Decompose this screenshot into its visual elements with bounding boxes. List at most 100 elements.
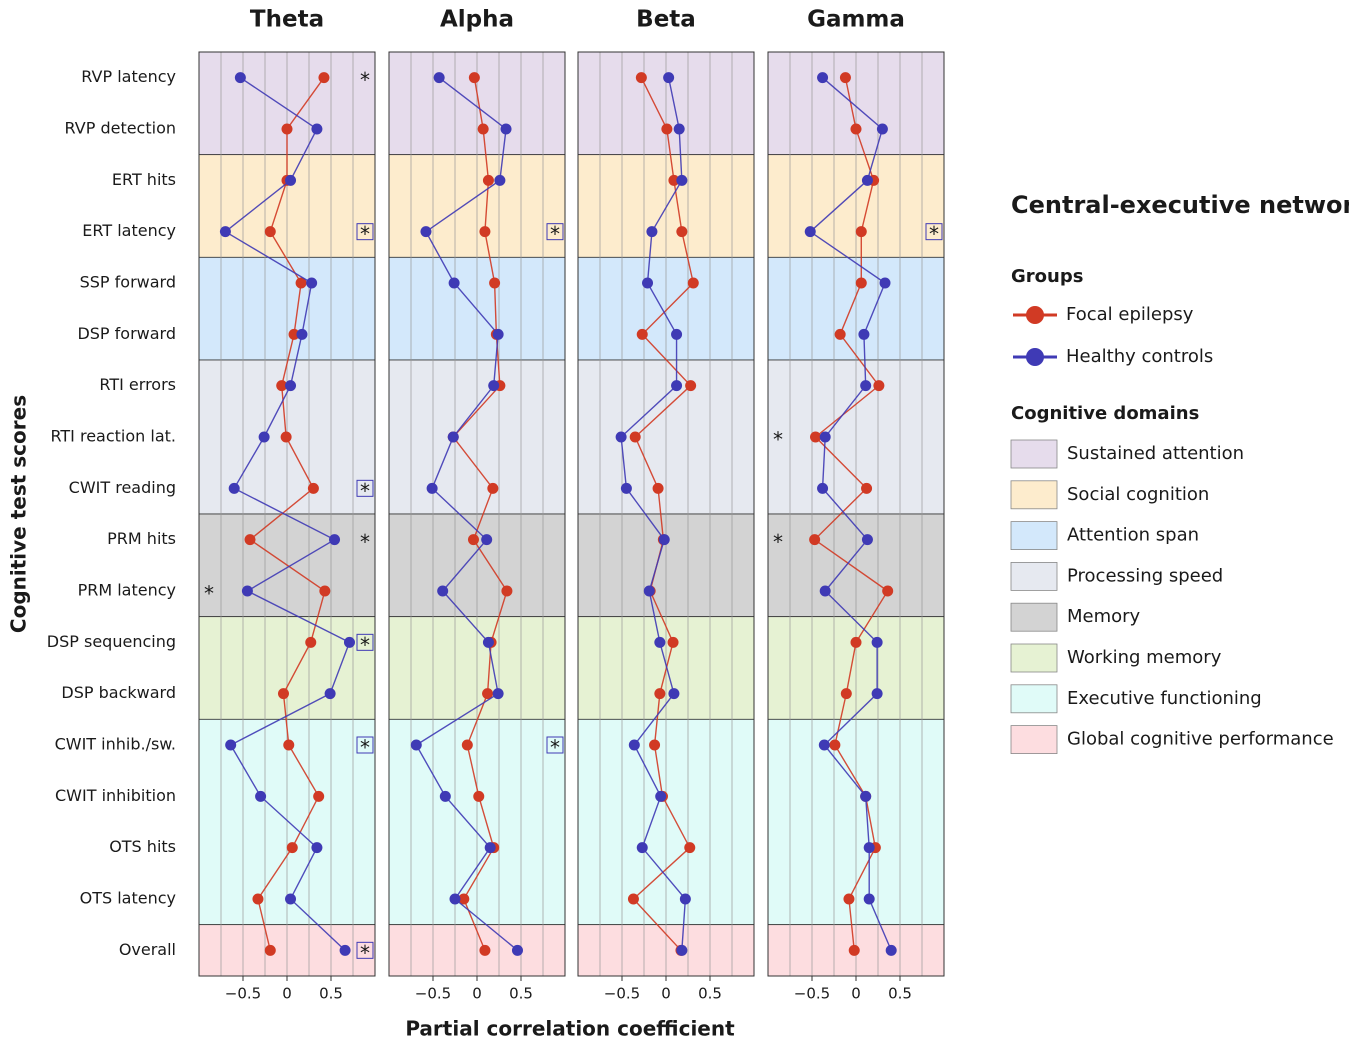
data-point [461, 739, 473, 751]
significance-box [356, 633, 374, 651]
data-point [306, 277, 318, 289]
data-point [307, 482, 319, 494]
data-point [635, 72, 647, 84]
category-label: Overall [119, 940, 176, 959]
legend-marker [1026, 306, 1044, 324]
data-point [668, 688, 680, 700]
x-tick-label: 0 [851, 985, 861, 1003]
data-point [652, 482, 664, 494]
data-point [311, 842, 323, 854]
data-point [484, 842, 496, 854]
data-point [684, 842, 696, 854]
data-point [410, 739, 422, 751]
significance-box [356, 736, 374, 754]
data-point [636, 328, 648, 340]
legend-label: Global cognitive performance [1067, 729, 1334, 750]
data-point [228, 482, 240, 494]
series-line [224, 77, 351, 951]
data-point [855, 226, 867, 238]
data-point [458, 893, 470, 905]
data-point [876, 123, 888, 135]
significance-mark: * [550, 736, 560, 760]
data-point [500, 123, 512, 135]
data-point [285, 380, 297, 392]
category-label: OTS hits [109, 837, 176, 856]
legend-swatch [1010, 521, 1058, 550]
data-point [255, 790, 267, 802]
x-tick-label: 0.5 [888, 985, 912, 1003]
data-point [685, 380, 697, 392]
data-point [819, 585, 831, 597]
data-point [860, 790, 872, 802]
data-point [819, 431, 831, 443]
data-point [449, 893, 461, 905]
data-point [296, 328, 308, 340]
data-point [286, 842, 298, 854]
significance-mark: * [360, 941, 370, 965]
data-point [620, 482, 632, 494]
legend-label: Executive functioning [1067, 688, 1262, 709]
category-label: DSP sequencing [47, 632, 176, 651]
data-point [646, 226, 658, 238]
significance-box [546, 223, 564, 241]
data-point [668, 174, 680, 186]
data-point [858, 328, 870, 340]
significance-mark: * [360, 68, 370, 92]
data-point [241, 585, 253, 597]
data-point [679, 893, 691, 905]
data-point [817, 72, 829, 84]
data-point [860, 380, 872, 392]
data-point [810, 431, 822, 443]
data-point [879, 277, 891, 289]
data-point [492, 328, 504, 340]
data-point [244, 534, 256, 546]
significance-mark: * [773, 428, 783, 452]
data-point [676, 944, 688, 956]
data-point [234, 72, 246, 84]
panel-title: Beta [636, 7, 696, 33]
data-point [861, 174, 873, 186]
series-line [632, 77, 695, 951]
category-label: ERT hits [112, 170, 176, 189]
data-point [649, 739, 661, 751]
data-point [339, 944, 351, 956]
data-point [281, 123, 293, 135]
data-point [305, 636, 317, 648]
data-point [671, 380, 683, 392]
data-point [636, 842, 648, 854]
data-point [489, 277, 501, 289]
data-point [873, 380, 885, 392]
data-point [482, 688, 494, 700]
legend-label: Processing speed [1067, 565, 1223, 586]
data-point [654, 636, 666, 648]
data-point [473, 790, 485, 802]
data-point [863, 893, 875, 905]
category-label: OTS latency [80, 889, 176, 908]
data-point [848, 944, 860, 956]
data-point [687, 277, 699, 289]
panel-title: Theta [250, 7, 324, 33]
category-label: CWIT inhibition [55, 786, 176, 805]
legend-marker [1026, 348, 1044, 366]
category-label: RVP detection [65, 119, 176, 138]
legend-label: Social cognition [1067, 484, 1209, 505]
x-tick-label: 0.5 [319, 985, 343, 1003]
legend-swatch [1010, 725, 1058, 754]
data-point [426, 482, 438, 494]
category-label: PRM hits [107, 529, 176, 548]
legend-label: Sustained attention [1067, 443, 1244, 464]
legend-title: Central-executive network [1011, 191, 1349, 219]
category-label: CWIT reading [69, 478, 176, 497]
data-point [658, 534, 670, 546]
data-point [219, 226, 231, 238]
category-label: RTI errors [99, 375, 176, 394]
category-label: RVP latency [81, 67, 176, 86]
data-point [264, 944, 276, 956]
data-point [643, 585, 655, 597]
data-point [671, 328, 683, 340]
legend-swatch [1010, 684, 1058, 714]
data-point [319, 585, 331, 597]
data-point [276, 380, 288, 392]
data-point [288, 328, 300, 340]
